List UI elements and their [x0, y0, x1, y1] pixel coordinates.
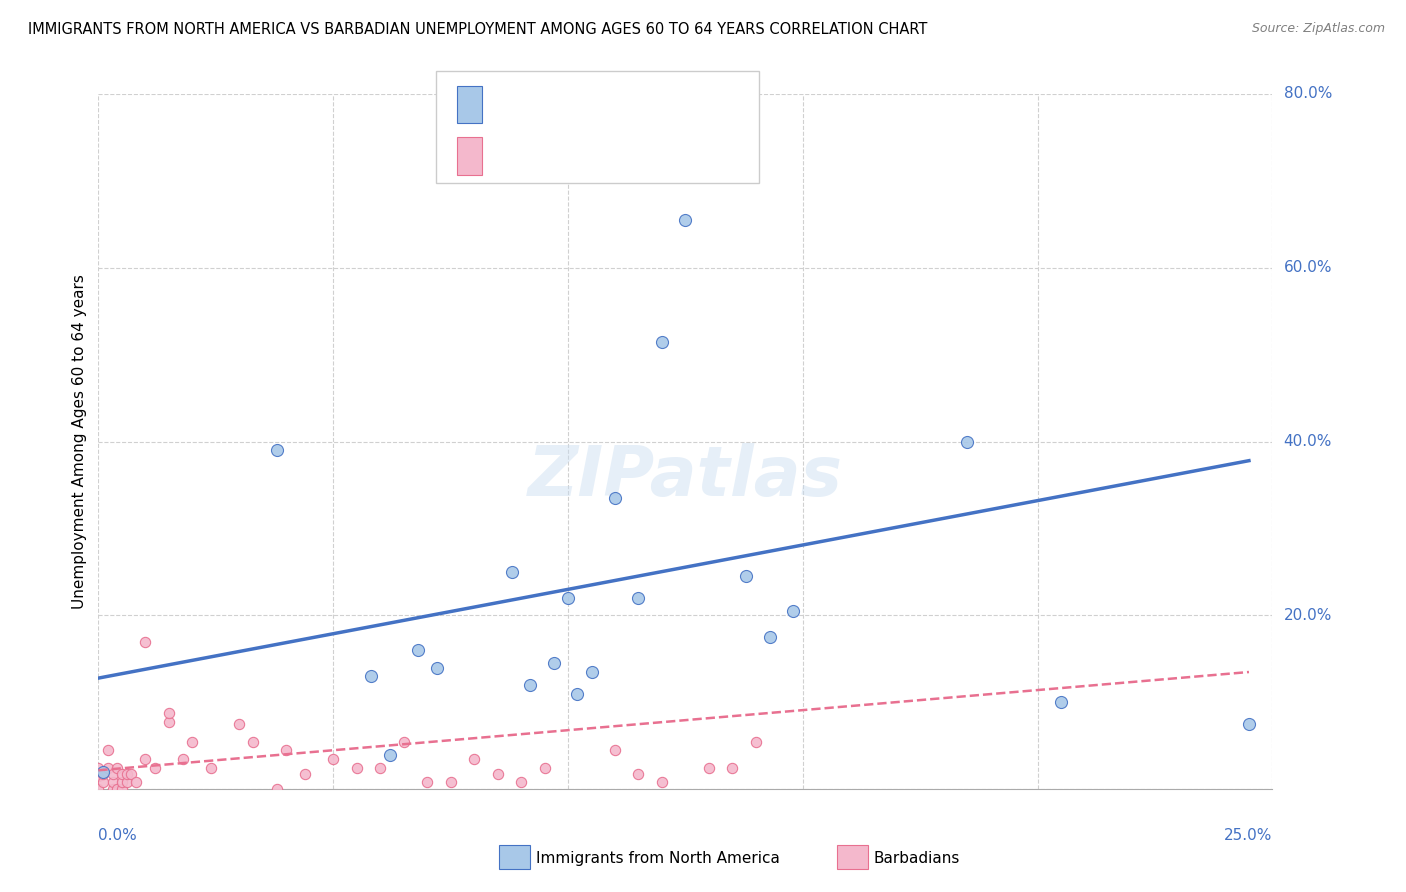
Point: [87, 782, 110, 797]
Point: [157, 706, 180, 720]
Point: [782, 604, 804, 618]
Point: [510, 775, 533, 789]
Y-axis label: Unemployment Among Ages 60 to 64 years: Unemployment Among Ages 60 to 64 years: [72, 274, 87, 609]
Point: [368, 761, 391, 775]
Text: 0.147: 0.147: [533, 147, 592, 165]
Point: [111, 782, 134, 797]
Text: Barbadians: Barbadians: [873, 851, 959, 865]
Point: [87, 769, 110, 783]
Text: N =: N =: [589, 95, 637, 113]
Point: [675, 212, 697, 227]
Point: [360, 669, 382, 683]
Point: [172, 752, 194, 766]
Point: [956, 434, 979, 449]
Point: [143, 761, 166, 775]
Point: [603, 491, 626, 505]
Point: [501, 565, 523, 579]
Point: [486, 766, 509, 780]
Point: [105, 761, 128, 775]
Point: [115, 775, 138, 789]
Point: [181, 734, 204, 748]
Point: [157, 714, 180, 729]
Point: [416, 775, 439, 789]
Point: [125, 775, 148, 789]
Point: [134, 634, 156, 648]
Point: [101, 782, 124, 797]
Point: [134, 752, 156, 766]
Point: [603, 743, 626, 757]
Text: 22: 22: [641, 95, 665, 113]
Text: 0.324: 0.324: [533, 95, 586, 113]
Point: [105, 782, 128, 797]
Point: [425, 660, 447, 674]
Point: [97, 761, 120, 775]
Point: [543, 657, 565, 671]
Point: [627, 766, 650, 780]
Point: [200, 761, 222, 775]
Point: [759, 630, 782, 644]
Point: [557, 591, 579, 606]
Point: [346, 761, 368, 775]
Point: [581, 665, 603, 679]
Point: [463, 752, 485, 766]
Point: [651, 775, 673, 789]
Point: [228, 717, 250, 731]
Point: [294, 766, 316, 780]
Point: [111, 766, 134, 780]
Text: 0.0%: 0.0%: [98, 829, 138, 843]
Point: [91, 775, 114, 789]
Point: [721, 761, 744, 775]
Point: [651, 334, 673, 349]
Point: [627, 591, 650, 606]
Point: [1050, 696, 1073, 710]
Text: ZIPatlas: ZIPatlas: [527, 442, 844, 510]
Point: [439, 775, 461, 789]
Point: [322, 752, 344, 766]
Point: [266, 782, 288, 797]
Text: 25.0%: 25.0%: [1225, 829, 1272, 843]
Point: [97, 743, 120, 757]
Point: [406, 643, 429, 657]
Point: [392, 734, 415, 748]
Text: IMMIGRANTS FROM NORTH AMERICA VS BARBADIAN UNEMPLOYMENT AMONG AGES 60 TO 64 YEAR: IMMIGRANTS FROM NORTH AMERICA VS BARBADI…: [28, 22, 928, 37]
Text: Source: ZipAtlas.com: Source: ZipAtlas.com: [1251, 22, 1385, 36]
Point: [115, 766, 138, 780]
Text: N =: N =: [589, 147, 637, 165]
Point: [745, 734, 768, 748]
Point: [276, 743, 298, 757]
Point: [567, 687, 589, 701]
Point: [101, 766, 124, 780]
Text: R =: R =: [494, 147, 530, 165]
Point: [101, 775, 124, 789]
Point: [697, 761, 720, 775]
Point: [735, 569, 758, 583]
Point: [242, 734, 264, 748]
Point: [91, 766, 114, 780]
Text: 20.0%: 20.0%: [1284, 608, 1331, 623]
Point: [111, 775, 134, 789]
Point: [1237, 717, 1260, 731]
Text: Immigrants from North America: Immigrants from North America: [536, 851, 779, 865]
Point: [378, 747, 401, 762]
Point: [87, 761, 110, 775]
Point: [519, 678, 541, 692]
Point: [266, 443, 288, 458]
Text: 80.0%: 80.0%: [1284, 87, 1331, 101]
Text: 48: 48: [641, 147, 664, 165]
Text: 40.0%: 40.0%: [1284, 434, 1331, 449]
Point: [120, 766, 142, 780]
Text: R =: R =: [494, 95, 530, 113]
Point: [533, 761, 555, 775]
Point: [91, 764, 114, 780]
Text: 60.0%: 60.0%: [1284, 260, 1331, 275]
